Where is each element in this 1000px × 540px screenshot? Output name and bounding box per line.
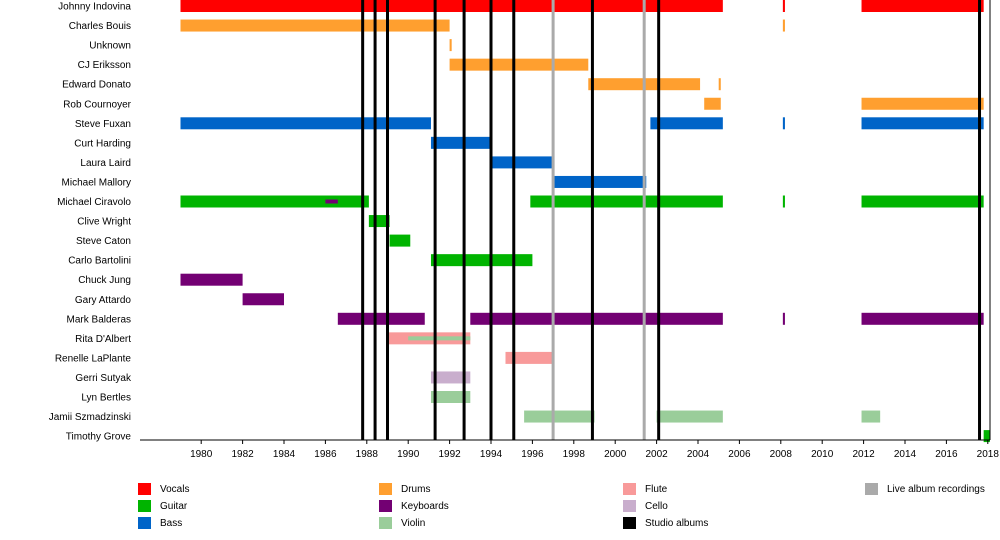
x-tick-label: 1984 <box>273 449 296 460</box>
member-bar <box>650 117 723 130</box>
member-name: Rob Cournoyer <box>63 99 131 110</box>
member-bar <box>782 19 785 32</box>
member-bar <box>242 293 284 306</box>
member-name: Johnny Indovina <box>58 2 131 13</box>
x-tick-label: 2000 <box>604 449 627 460</box>
x-tick-label: 1996 <box>521 449 544 460</box>
x-tick-label: 2004 <box>687 449 710 460</box>
member-bar <box>704 97 721 110</box>
member-name: Michael Mallory <box>62 177 131 188</box>
member-name: Gerri Sutyak <box>75 373 132 384</box>
album-lines <box>361 0 982 440</box>
member-name: Steve Caton <box>76 236 131 247</box>
member-bar <box>782 195 785 208</box>
member-bar <box>408 336 471 341</box>
member-bar <box>449 39 452 52</box>
member-bar <box>861 97 984 110</box>
member-bar <box>861 0 984 12</box>
member-bar <box>491 156 554 169</box>
member-name: Clive Wright <box>77 217 131 228</box>
member-bar <box>449 58 589 71</box>
x-tick-label: 2002 <box>645 449 668 460</box>
member-name: Lyn Bertles <box>81 393 131 404</box>
x-tick-label: 2008 <box>770 449 793 460</box>
member-name: Edward Donato <box>62 80 131 91</box>
member-name: Timothy Grove <box>66 432 132 443</box>
member-name: Unknown <box>89 41 131 52</box>
member-bar <box>983 430 990 443</box>
member-bar <box>325 199 338 204</box>
x-tick-label: 1994 <box>480 449 503 460</box>
x-tick-label: 1982 <box>231 449 254 460</box>
member-bar <box>524 410 595 423</box>
member-bar <box>782 117 785 130</box>
member-bar <box>861 117 984 130</box>
x-tick-label: 1988 <box>356 449 379 460</box>
member-name: Chuck Jung <box>78 275 131 286</box>
member-bar <box>337 312 425 325</box>
member-name: CJ Eriksson <box>78 60 131 71</box>
member-name: Michael Ciravolo <box>57 197 131 208</box>
member-name: Laura Laird <box>80 158 131 169</box>
member-names: Johnny Indovina Charles Bouis Unknown CJ Er… <box>49 2 132 443</box>
x-tick-label: 1990 <box>397 449 420 460</box>
member-bar <box>861 410 881 423</box>
member-bar <box>180 0 723 12</box>
x-tick-label: 2016 <box>935 449 958 460</box>
member-bar <box>180 117 431 130</box>
x-tick-label: 1992 <box>438 449 461 460</box>
member-name: Curt Harding <box>74 138 131 149</box>
x-tick-label: 2006 <box>728 449 751 460</box>
member-bar <box>180 195 369 208</box>
member-name: Carlo Bartolini <box>68 256 131 267</box>
member-bar <box>180 273 243 286</box>
member-bars <box>180 0 990 443</box>
member-bar <box>782 312 785 325</box>
member-bar <box>430 254 533 267</box>
member-bar <box>430 371 471 384</box>
member-name: Jamii Szmadzinski <box>49 412 131 423</box>
member-name: Rita D'Albert <box>75 334 131 345</box>
member-name: Steve Fuxan <box>75 119 131 130</box>
member-bar <box>430 391 471 403</box>
x-axis: 1980 1982 1984 1986 1988 1990 1992 1994 1996 1998… <box>140 0 999 460</box>
x-tick-label: 2014 <box>894 449 917 460</box>
member-bar <box>470 312 723 325</box>
member-name: Renelle LaPlante <box>55 353 132 364</box>
member-bar <box>861 312 984 325</box>
member-bar <box>505 351 554 364</box>
member-name: Gary Attardo <box>75 295 132 306</box>
x-tick-label: 2010 <box>811 449 834 460</box>
member-bar <box>389 234 411 247</box>
member-bar <box>782 0 785 12</box>
member-bar <box>553 175 647 188</box>
member-bar <box>656 410 723 423</box>
member-name: Charles Bouis <box>69 21 131 32</box>
member-name: Mark Balderas <box>67 314 131 325</box>
member-bar <box>530 195 723 208</box>
x-tick-label: 1998 <box>563 449 586 460</box>
member-bar <box>430 136 491 149</box>
x-tick-label: 1980 <box>190 449 213 460</box>
member-bar <box>180 19 450 32</box>
member-bar <box>861 195 984 208</box>
x-tick-label: 2018 <box>977 449 1000 460</box>
x-tick-label: 1986 <box>314 449 337 460</box>
x-tick-label: 2012 <box>852 449 875 460</box>
member-bar <box>718 78 721 91</box>
